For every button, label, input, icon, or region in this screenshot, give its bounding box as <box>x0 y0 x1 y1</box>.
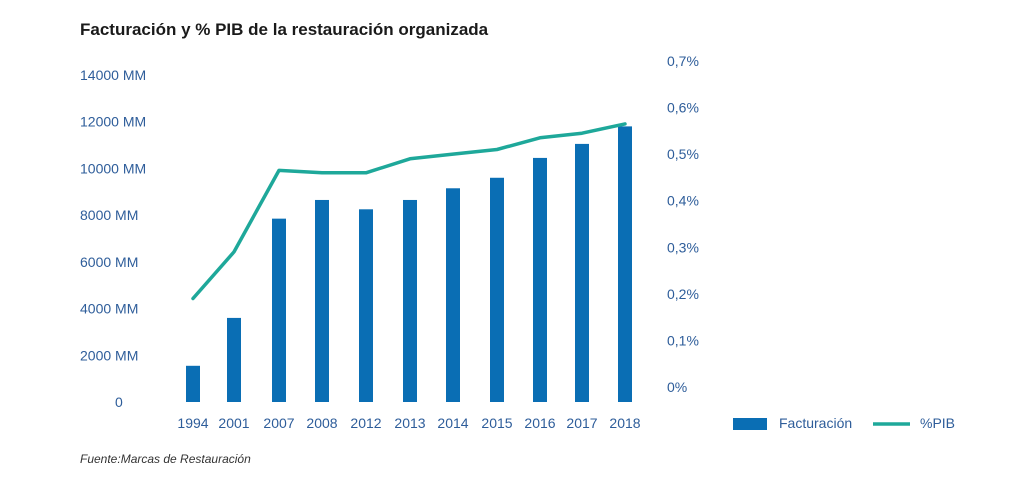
chart-title: Facturación y % PIB de la restauración o… <box>80 20 489 39</box>
x-axis-ticks: 1994 2001 2007 2008 2012 2013 2014 2015 2016 2017… <box>177 415 640 431</box>
bar-2008 <box>315 199 329 402</box>
left-tick-label: 6000 MM <box>80 254 138 270</box>
x-tick-label-2013: 2013 <box>394 415 425 431</box>
bar-2014 <box>446 188 460 402</box>
left-tick-label: 10000 MM <box>80 160 146 176</box>
legend-label-facturacion: Facturación <box>779 415 852 431</box>
bar-2012 <box>359 209 373 402</box>
legend-label-pib: %PIB <box>920 415 955 431</box>
right-tick-label: 0,4% <box>667 193 699 209</box>
bar-2017 <box>575 143 589 402</box>
right-tick-label: 0,7% <box>667 53 699 69</box>
x-tick-label-2007: 2007 <box>263 415 294 431</box>
left-tick-label: 14000 MM <box>80 67 146 83</box>
source-note: Fuente:Marcas de Restauración <box>80 452 251 466</box>
line-series-pib <box>191 122 627 301</box>
bars-layer <box>186 126 632 402</box>
x-tick-label-2015: 2015 <box>481 415 512 431</box>
bar-2018 <box>618 126 632 402</box>
x-tick-label-2001: 2001 <box>218 415 249 431</box>
legend: Facturación %PIB <box>733 415 955 431</box>
line-layer <box>191 122 627 301</box>
bar-2015 <box>490 177 504 402</box>
left-tick-label: 2000 MM <box>80 347 138 363</box>
legend-swatch-facturacion <box>733 418 767 430</box>
left-tick-label: 4000 MM <box>80 301 138 317</box>
right-tick-label: 0,2% <box>667 286 699 302</box>
right-tick-label: 0,1% <box>667 332 699 348</box>
x-tick-label-2017: 2017 <box>566 415 597 431</box>
x-tick-label-2014: 2014 <box>437 415 468 431</box>
left-axis-ticks: 0 2000 MM 4000 MM 6000 MM 8000 MM 10000 MM 120… <box>80 67 146 410</box>
bar-2001 <box>227 317 241 402</box>
left-tick-label: 12000 MM <box>80 114 146 130</box>
x-tick-label-2018: 2018 <box>609 415 640 431</box>
left-tick-label: 8000 MM <box>80 207 138 223</box>
right-axis-ticks: 0% 0,1% 0,2% 0,3% 0,4% 0,5% 0,6% 0,7% <box>667 53 699 395</box>
right-tick-label: 0,5% <box>667 146 699 162</box>
left-tick-label: 0 <box>115 394 123 410</box>
x-tick-label-2008: 2008 <box>306 415 337 431</box>
bar-1994 <box>186 365 200 402</box>
right-tick-label: 0,3% <box>667 239 699 255</box>
right-tick-label: 0% <box>667 379 687 395</box>
right-tick-label: 0,6% <box>667 100 699 116</box>
x-tick-label-2012: 2012 <box>350 415 381 431</box>
bar-2007 <box>272 218 286 402</box>
bar-2013 <box>403 199 417 402</box>
bar-2016 <box>533 157 547 402</box>
x-tick-label-2016: 2016 <box>524 415 555 431</box>
x-tick-label-1994: 1994 <box>177 415 208 431</box>
